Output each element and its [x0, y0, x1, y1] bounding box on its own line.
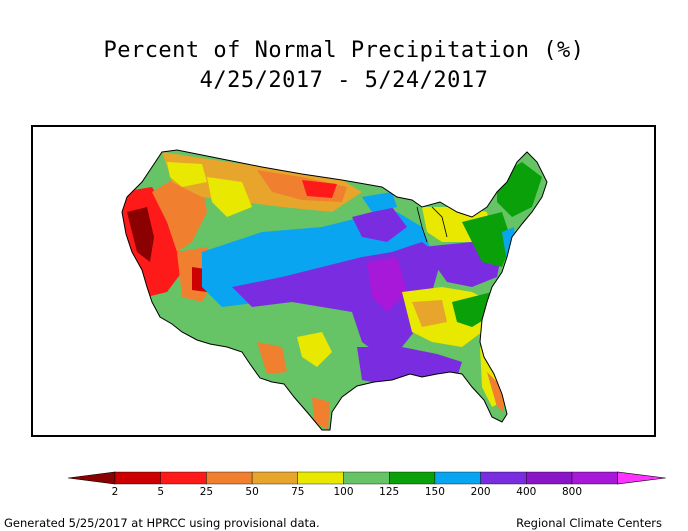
- date-range-subtitle: 4/25/2017 - 5/24/2017: [199, 68, 489, 93]
- legend-tick-label: 75: [291, 486, 304, 498]
- legend-swatch: [343, 471, 390, 485]
- legend-tick-label: 400: [516, 486, 536, 498]
- legend-tick-label: 150: [425, 486, 445, 498]
- legend-tick-label: 200: [471, 486, 491, 498]
- source-credit: Regional Climate Centers: [516, 516, 662, 530]
- legend-tick-label: 125: [379, 486, 399, 498]
- legend-swatch: [480, 471, 527, 485]
- legend-tick-label: 100: [333, 486, 353, 498]
- map-frame: [31, 125, 656, 437]
- legend-swatch: [434, 471, 481, 485]
- generated-note: Generated 5/25/2017 at HPRCC using provi…: [4, 516, 320, 530]
- legend-tick-label: 5: [157, 486, 164, 498]
- legend-swatch: [114, 471, 161, 485]
- legend-tick-label: 50: [245, 486, 258, 498]
- legend-tick-label: 800: [562, 486, 582, 498]
- legend-swatch: [297, 471, 344, 485]
- legend-swatch: [160, 471, 207, 485]
- legend-swatch: [251, 471, 299, 485]
- legend-swatch: [389, 471, 436, 485]
- legend-swatch: [206, 471, 253, 485]
- legend-low-arrow: [67, 471, 116, 485]
- legend-high-arrow: [617, 471, 666, 485]
- great-lakes-outline: [416, 206, 448, 243]
- legend-swatch: [571, 471, 618, 485]
- precipitation-map: [121, 149, 548, 431]
- map-title: Percent of Normal Precipitation (%): [103, 38, 585, 63]
- us-outline: [121, 149, 548, 431]
- legend-tick-label: 25: [200, 486, 213, 498]
- legend-swatch: [526, 471, 573, 485]
- legend-tick-label: 2: [112, 486, 119, 498]
